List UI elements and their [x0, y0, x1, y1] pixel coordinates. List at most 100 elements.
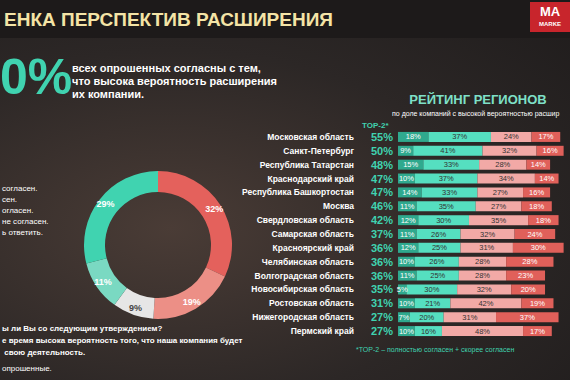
svg-text:10%: 10%	[399, 299, 414, 308]
svg-text:MARKE: MARKE	[539, 21, 561, 27]
svg-text:9%: 9%	[129, 303, 142, 313]
svg-text:Пермский край: Пермский край	[291, 326, 354, 336]
svg-text:Нижегородская область: Нижегородская область	[252, 312, 354, 322]
svg-text:31%: 31%	[462, 313, 477, 322]
svg-text:Москва: Москва	[323, 201, 354, 211]
svg-text:18%: 18%	[536, 216, 551, 225]
svg-text:Республика Башкортостан: Республика Башкортостан	[242, 187, 354, 197]
svg-text:35%: 35%	[491, 216, 506, 225]
svg-text:ЕНКА ПЕРСПЕКТИВ РАСШИРЕНИЯ: ЕНКА ПЕРСПЕКТИВ РАСШИРЕНИЯ	[4, 9, 333, 30]
svg-text:0%: 0%	[0, 49, 72, 105]
svg-text:что высока вероятность расшире: что высока вероятность расширения	[72, 75, 277, 87]
svg-text:31%: 31%	[479, 243, 494, 252]
svg-text:28%: 28%	[522, 257, 537, 266]
svg-text:свою деятельность.: свою деятельность.	[2, 348, 85, 357]
svg-text:12%: 12%	[401, 216, 416, 225]
svg-text:10%: 10%	[399, 257, 414, 266]
svg-text:Самарская область: Самарская область	[271, 229, 354, 239]
svg-text:26%: 26%	[429, 257, 444, 266]
svg-text:47%: 47%	[371, 186, 393, 198]
svg-text:55%: 55%	[371, 131, 393, 143]
svg-text:9%: 9%	[400, 146, 411, 155]
svg-text:47%: 47%	[371, 173, 393, 185]
svg-text:37%: 37%	[439, 174, 454, 183]
svg-text:25%: 25%	[432, 243, 447, 252]
svg-text:27%: 27%	[371, 311, 393, 323]
svg-text:7%: 7%	[398, 313, 409, 322]
svg-text:28%: 28%	[475, 257, 490, 266]
svg-text:32%: 32%	[477, 285, 492, 294]
svg-text:41%: 41%	[440, 146, 455, 155]
svg-text:37%: 37%	[371, 228, 393, 240]
svg-text:их компании.: их компании.	[72, 88, 144, 100]
svg-text:28%: 28%	[475, 271, 490, 280]
svg-text:46%: 46%	[371, 200, 393, 212]
svg-text:ь ответить.: ь ответить.	[2, 228, 43, 237]
svg-text:50%: 50%	[371, 145, 393, 157]
svg-text:е время высока вероятность тог: е время высока вероятность того, что наш…	[2, 336, 243, 345]
svg-text:30%: 30%	[436, 216, 451, 225]
svg-text:48%: 48%	[371, 159, 393, 171]
svg-text:10%: 10%	[399, 327, 414, 336]
svg-text:опрошенные.: опрошенные.	[2, 364, 52, 373]
svg-text:Краснодарский край: Краснодарский край	[267, 174, 354, 184]
svg-text:17%: 17%	[530, 327, 545, 336]
svg-text:10%: 10%	[399, 174, 414, 183]
svg-text:17%: 17%	[538, 132, 553, 141]
svg-text:11%: 11%	[94, 277, 112, 287]
svg-text:18%: 18%	[529, 202, 544, 211]
svg-text:28%: 28%	[495, 160, 510, 169]
svg-text:20%: 20%	[521, 285, 536, 294]
svg-text:РЕЙТИНГ РЕГИОНОВ: РЕЙТИНГ РЕГИОНОВ	[409, 92, 546, 107]
svg-text:33%: 33%	[442, 188, 457, 197]
svg-text:сен.: сен.	[2, 195, 17, 204]
svg-text:31%: 31%	[371, 297, 393, 309]
svg-text:11%: 11%	[400, 230, 415, 239]
svg-text:23%: 23%	[518, 271, 533, 280]
svg-text:ы ли Вы со следующим утвержден: ы ли Вы со следующим утверждением?	[2, 324, 163, 333]
svg-text:14%: 14%	[531, 160, 546, 169]
svg-text:30%: 30%	[531, 243, 546, 252]
svg-text:15%: 15%	[403, 160, 418, 169]
svg-text:огласен.: огласен.	[2, 206, 33, 215]
svg-text:11%: 11%	[400, 202, 415, 211]
svg-text:20%: 20%	[419, 313, 434, 322]
svg-text:37%: 37%	[520, 313, 535, 322]
svg-text:19%: 19%	[530, 299, 545, 308]
svg-text:48%: 48%	[475, 327, 490, 336]
svg-text:35%: 35%	[439, 202, 454, 211]
svg-text:18%: 18%	[406, 132, 421, 141]
svg-text:19%: 19%	[183, 297, 201, 307]
svg-text:по доле компаний с высокой вер: по доле компаний с высокой вероятностью …	[392, 110, 560, 118]
svg-text:14%: 14%	[539, 174, 554, 183]
svg-text:MA: MA	[540, 4, 561, 19]
svg-text:25%: 25%	[430, 271, 445, 280]
svg-text:16%: 16%	[421, 327, 436, 336]
svg-text:Волгоградская область: Волгоградская область	[255, 271, 354, 281]
svg-text:21%: 21%	[425, 299, 440, 308]
svg-text:11%: 11%	[400, 271, 415, 280]
svg-text:26%: 26%	[431, 230, 446, 239]
svg-text:не согласен.: не согласен.	[2, 217, 49, 226]
svg-text:42%: 42%	[478, 299, 493, 308]
svg-text:всех опрошенных согласны с тем: всех опрошенных согласны с тем,	[72, 62, 261, 74]
svg-text:Ростовская область: Ростовская область	[269, 298, 354, 308]
svg-text:29%: 29%	[96, 199, 114, 209]
svg-text:Красноярский край: Красноярский край	[273, 243, 354, 253]
svg-text:Новосибирская область: Новосибирская область	[251, 284, 354, 294]
svg-text:36%: 36%	[371, 270, 393, 282]
svg-text:Республика Татарстан: Республика Татарстан	[260, 160, 354, 170]
svg-text:12%: 12%	[401, 243, 416, 252]
svg-text:14%: 14%	[402, 188, 417, 197]
svg-text:36%: 36%	[371, 242, 393, 254]
svg-text:32%: 32%	[480, 230, 495, 239]
svg-text:Челябинская область: Челябинская область	[262, 257, 354, 267]
svg-text:16%: 16%	[529, 188, 544, 197]
svg-text:36%: 36%	[371, 256, 393, 268]
svg-text:27%: 27%	[371, 325, 393, 337]
svg-text:TOP-2*: TOP-2*	[362, 121, 389, 130]
svg-text:42%: 42%	[371, 214, 393, 226]
svg-text:*TOP-2 – полностью согласен +: *TOP-2 – полностью согласен + скорее сог…	[356, 346, 514, 354]
svg-text:5%: 5%	[397, 285, 408, 294]
svg-text:27%: 27%	[491, 202, 506, 211]
